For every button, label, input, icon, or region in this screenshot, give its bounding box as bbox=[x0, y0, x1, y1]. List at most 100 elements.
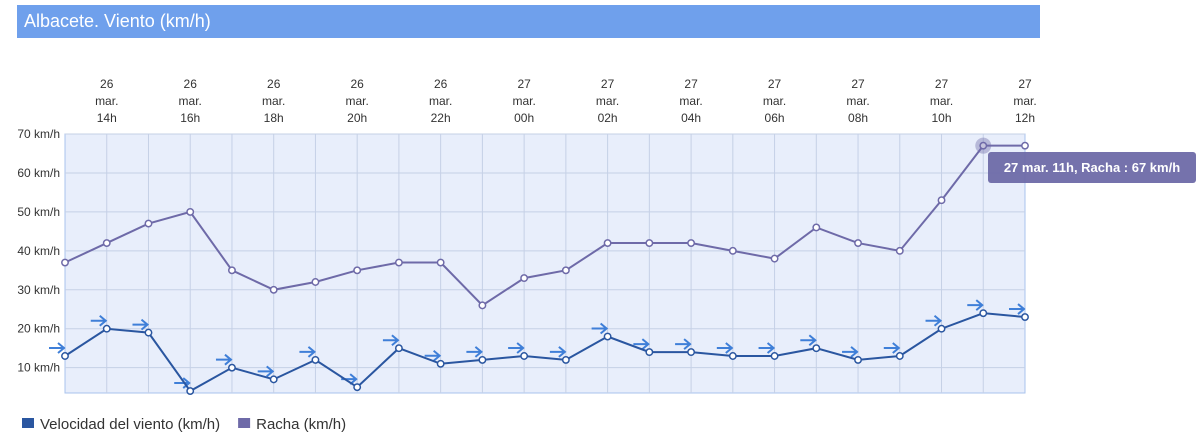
data-point bbox=[561, 266, 570, 275]
x-tick-line: 27 bbox=[851, 77, 865, 91]
data-point bbox=[311, 278, 320, 286]
data-point bbox=[645, 239, 654, 248]
x-tick-line: 27 bbox=[1018, 77, 1032, 91]
x-tick-line: 26 bbox=[267, 77, 281, 91]
x-tick-line: mar. bbox=[679, 94, 702, 108]
data-point bbox=[269, 285, 278, 294]
data-point bbox=[436, 258, 445, 267]
legend-swatch bbox=[238, 418, 251, 428]
wind-arrow bbox=[424, 350, 442, 362]
title-bar bbox=[17, 5, 1040, 38]
data-point bbox=[854, 239, 862, 248]
data-point bbox=[770, 254, 779, 263]
x-tick-line: mar. bbox=[596, 94, 619, 108]
x-tick-line: 08h bbox=[848, 111, 868, 125]
x-tick-line: 00h bbox=[514, 111, 534, 125]
x-tick-label: 26 mar. 14h bbox=[95, 77, 118, 125]
wind-arrow bbox=[132, 318, 150, 331]
data-point bbox=[603, 332, 612, 341]
data-point bbox=[979, 309, 988, 318]
tooltip-text: 27 mar. 11h, Racha : 67 km/h bbox=[1004, 160, 1180, 175]
data-point bbox=[1021, 141, 1029, 150]
x-tick-line: 04h bbox=[681, 111, 701, 125]
data-point bbox=[561, 355, 570, 364]
wind-arrow bbox=[215, 353, 233, 366]
wind-arrow bbox=[508, 342, 525, 354]
data-point bbox=[144, 328, 153, 337]
data-point bbox=[186, 207, 195, 216]
wind-arrow bbox=[967, 299, 984, 311]
wind-arrow bbox=[90, 314, 108, 327]
data-point bbox=[854, 355, 862, 364]
y-tick-label: 20 km/h bbox=[17, 322, 60, 336]
legend-swatch bbox=[22, 418, 34, 428]
x-tick-label: 27 mar. 08h bbox=[846, 77, 869, 125]
data-point bbox=[687, 348, 696, 357]
x-tick-line: mar. bbox=[179, 94, 202, 108]
wind-arrow bbox=[49, 342, 66, 354]
data-point bbox=[687, 239, 696, 248]
x-tick-line: mar. bbox=[429, 94, 452, 108]
wind-arrow bbox=[299, 346, 316, 358]
wind-arrow bbox=[842, 346, 859, 358]
x-tick-line: 02h bbox=[598, 111, 618, 125]
x-tick-line: 12h bbox=[1015, 111, 1035, 125]
y-tick-label: 30 km/h bbox=[17, 283, 60, 297]
data-point bbox=[228, 363, 236, 372]
data-point bbox=[228, 266, 236, 275]
wind-arrow bbox=[716, 342, 734, 354]
data-point bbox=[144, 219, 153, 228]
x-tick-line: 06h bbox=[765, 111, 785, 125]
x-tick-label: 26 mar. 22h bbox=[429, 77, 452, 125]
data-point bbox=[102, 239, 111, 248]
wind-arrow bbox=[633, 338, 650, 350]
wind-arrow bbox=[549, 346, 567, 358]
data-point bbox=[478, 355, 487, 364]
x-tick-line: mar. bbox=[95, 94, 118, 108]
x-tick-line: 20h bbox=[347, 111, 367, 125]
data-point bbox=[812, 223, 821, 232]
x-tick-label: 27 mar. 12h bbox=[1013, 77, 1036, 125]
x-tick-line: mar. bbox=[1013, 94, 1036, 108]
series-line bbox=[64, 312, 1026, 393]
wind-arrow bbox=[800, 334, 817, 346]
x-tick-line: 14h bbox=[97, 111, 117, 125]
x-tick-label: 27 mar. 04h bbox=[679, 77, 702, 125]
wind-arrow bbox=[758, 342, 776, 354]
legend-label: Racha (km/h) bbox=[256, 416, 346, 433]
x-tick-label: 27 mar. 06h bbox=[763, 77, 786, 125]
data-point bbox=[520, 352, 529, 360]
data-point bbox=[311, 355, 320, 364]
x-tick-line: 22h bbox=[431, 111, 451, 125]
data-point bbox=[478, 301, 487, 310]
y-tick-label: 40 km/h bbox=[17, 244, 60, 258]
chart-title: Albacete. Viento (km/h) bbox=[24, 11, 211, 31]
wind-arrow bbox=[1009, 303, 1026, 315]
y-tick-label: 10 km/h bbox=[17, 361, 60, 375]
x-tick-label: 26 mar. 16h bbox=[179, 77, 202, 125]
x-tick-line: 26 bbox=[350, 77, 364, 91]
x-tick-line: 16h bbox=[180, 111, 200, 125]
highlight-halo bbox=[975, 137, 992, 154]
data-point bbox=[979, 141, 988, 150]
x-tick-label: 27 mar. 02h bbox=[596, 77, 619, 125]
y-tick-label: 50 km/h bbox=[17, 205, 60, 219]
data-point bbox=[645, 348, 654, 357]
wind-arrow bbox=[675, 338, 692, 350]
y-tick-label: 70 km/h bbox=[17, 127, 60, 141]
data-point bbox=[61, 258, 69, 267]
x-tick-label: 27 mar. 10h bbox=[930, 77, 953, 125]
x-tick-line: 27 bbox=[684, 77, 698, 91]
data-point bbox=[186, 387, 195, 396]
x-tick-line: 27 bbox=[601, 77, 615, 91]
data-point bbox=[728, 352, 737, 360]
legend-label: Velocidad del viento (km/h) bbox=[40, 416, 220, 433]
x-tick-line: 10h bbox=[932, 111, 952, 125]
data-point bbox=[812, 344, 821, 353]
data-point bbox=[603, 239, 612, 248]
x-tick-line: mar. bbox=[763, 94, 786, 108]
y-tick-label: 60 km/h bbox=[17, 166, 60, 180]
x-tick-line: 26 bbox=[100, 77, 114, 91]
